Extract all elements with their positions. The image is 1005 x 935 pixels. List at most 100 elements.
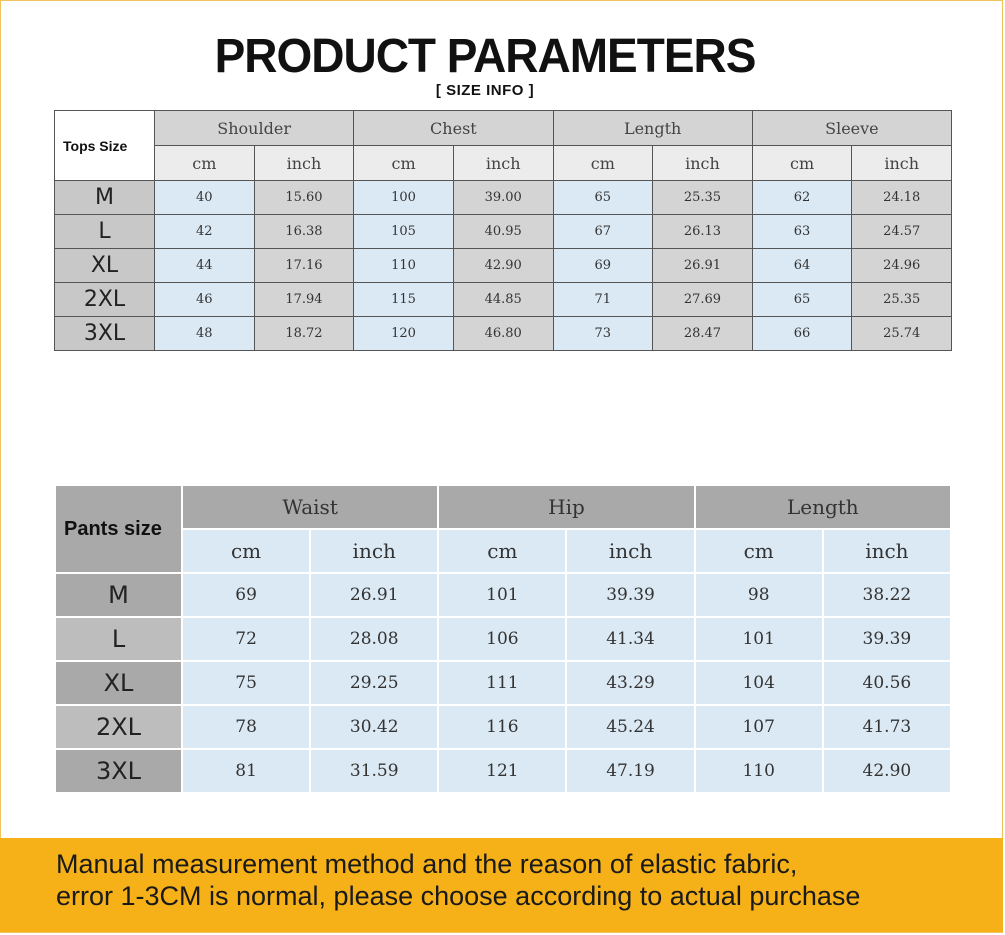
tops-value-cell: 62 [751, 180, 853, 215]
pants-value-cell: 42.90 [821, 748, 953, 794]
tops-value-cell: 105 [353, 214, 454, 249]
tops-unit-header: inch [652, 145, 753, 181]
tops-table-row: XL 44 17.16 110 42.90 69 26.91 64 24.96 [54, 248, 952, 283]
tops-value-cell: 120 [353, 316, 454, 351]
tops-table-body: M 40 15.60 100 39.00 65 25.35 62 24.18 L 42 16.38 10… [54, 180, 952, 351]
pants-group-header: Hip [437, 484, 696, 530]
pants-size-label: L [54, 616, 183, 662]
pants-value-cell: 69 [180, 572, 312, 618]
pants-table-row: M 69 26.91 101 39.39 98 38.22 [54, 572, 953, 618]
tops-size-label: 2XL [54, 282, 155, 317]
tops-size-label: M [54, 180, 155, 215]
pants-size-label: 2XL [54, 704, 183, 750]
tops-size-label: XL [54, 248, 155, 283]
tops-table-row: 2XL 46 17.94 115 44.85 71 27.69 65 25.35 [54, 282, 952, 317]
pants-unit-header: inch [821, 528, 953, 574]
tops-value-cell: 26.13 [652, 214, 753, 249]
tops-unit-header: cm [154, 145, 255, 181]
tops-value-cell: 115 [353, 282, 454, 317]
tops-value-cell: 25.35 [851, 282, 952, 317]
pants-table-row: L 72 28.08 106 41.34 101 39.39 [54, 616, 953, 662]
pants-value-cell: 39.39 [821, 616, 953, 662]
tops-value-cell: 15.60 [253, 180, 355, 215]
pants-unit-header: cm [180, 528, 312, 574]
pants-value-cell: 81 [180, 748, 312, 794]
tops-value-cell: 40 [154, 180, 255, 215]
pants-value-cell: 72 [180, 616, 312, 662]
pants-value-cell: 30.42 [309, 704, 440, 750]
pants-value-cell: 26.91 [309, 572, 440, 618]
tops-value-cell: 63 [751, 214, 853, 249]
tops-value-cell: 69 [552, 248, 654, 283]
tops-size-label: L [54, 214, 155, 249]
tops-value-cell: 65 [552, 180, 654, 215]
pants-value-cell: 47.19 [565, 748, 696, 794]
tops-value-cell: 24.57 [851, 214, 952, 249]
tops-value-cell: 46 [154, 282, 255, 317]
tops-value-cell: 110 [353, 248, 454, 283]
tops-value-cell: 64 [751, 248, 853, 283]
pants-value-cell: 106 [437, 616, 568, 662]
pants-value-cell: 111 [437, 660, 568, 706]
tops-value-cell: 18.72 [253, 316, 355, 351]
pants-unit-header: inch [309, 528, 440, 574]
disclaimer-line-2: error 1-3CM is normal, please choose acc… [56, 881, 861, 911]
tops-unit-header: inch [253, 145, 355, 181]
pants-value-cell: 78 [180, 704, 312, 750]
pants-unit-header: inch [565, 528, 696, 574]
tops-unit-header: inch [452, 145, 554, 181]
pants-value-cell: 28.08 [309, 616, 440, 662]
pants-value-cell: 75 [180, 660, 312, 706]
pants-value-cell: 104 [693, 660, 824, 706]
tops-size-label: 3XL [54, 316, 155, 351]
tops-value-cell: 100 [353, 180, 454, 215]
tops-corner-label: Tops Size [54, 110, 155, 181]
pants-value-cell: 45.24 [565, 704, 696, 750]
tops-table-row: 3XL 48 18.72 120 46.80 73 28.47 66 25.74 [54, 316, 952, 351]
tops-value-cell: 44.85 [452, 282, 554, 317]
tops-table-row: M 40 15.60 100 39.00 65 25.35 62 24.18 [54, 180, 952, 215]
page-title: PRODUCT PARAMETERS [214, 27, 757, 83]
pants-value-cell: 40.56 [821, 660, 953, 706]
tops-value-cell: 67 [552, 214, 654, 249]
tops-value-cell: 44 [154, 248, 255, 283]
pants-value-cell: 121 [437, 748, 568, 794]
tops-group-header: Sleeve [751, 110, 953, 146]
pants-value-cell: 107 [693, 704, 824, 750]
page-subtitle: [ SIZE INFO ] [435, 82, 535, 99]
pants-group-header: Length [693, 484, 953, 530]
pants-unit-header: cm [693, 528, 824, 574]
tops-value-cell: 71 [552, 282, 654, 317]
tops-value-cell: 40.95 [452, 214, 554, 249]
tops-value-cell: 39.00 [452, 180, 554, 215]
tops-unit-header: cm [353, 145, 454, 181]
tops-value-cell: 26.91 [652, 248, 753, 283]
tops-value-cell: 42 [154, 214, 255, 249]
pants-size-label: 3XL [54, 748, 183, 794]
pants-group-header: Waist [180, 484, 440, 530]
tops-value-cell: 25.74 [851, 316, 952, 351]
tops-value-cell: 28.47 [652, 316, 753, 351]
disclaimer-banner: Manual measurement method and the reason… [0, 838, 1003, 932]
tops-value-cell: 24.18 [851, 180, 952, 215]
tops-unit-header: cm [552, 145, 654, 181]
pants-value-cell: 29.25 [309, 660, 440, 706]
pants-unit-header: cm [437, 528, 568, 574]
tops-value-cell: 73 [552, 316, 654, 351]
pants-size-label: XL [54, 660, 183, 706]
pants-value-cell: 43.29 [565, 660, 696, 706]
tops-value-cell: 66 [751, 316, 853, 351]
tops-size-table: Tops Size Shoulder Chest Length Sleeve c… [54, 110, 953, 351]
tops-group-header: Shoulder [153, 110, 355, 146]
pants-table-row: 2XL 78 30.42 116 45.24 107 41.73 [54, 704, 953, 750]
disclaimer-line-1: Manual measurement method and the reason… [56, 849, 798, 879]
pants-size-label: M [54, 572, 183, 618]
pants-table-row: 3XL 81 31.59 121 47.19 110 42.90 [54, 748, 953, 794]
tops-value-cell: 17.16 [253, 248, 355, 283]
pants-value-cell: 116 [437, 704, 568, 750]
tops-value-cell: 42.90 [452, 248, 554, 283]
tops-group-header: Chest [353, 110, 554, 146]
pants-value-cell: 41.34 [565, 616, 696, 662]
pants-value-cell: 39.39 [565, 572, 696, 618]
tops-table-row: L 42 16.38 105 40.95 67 26.13 63 24.57 [54, 214, 952, 249]
